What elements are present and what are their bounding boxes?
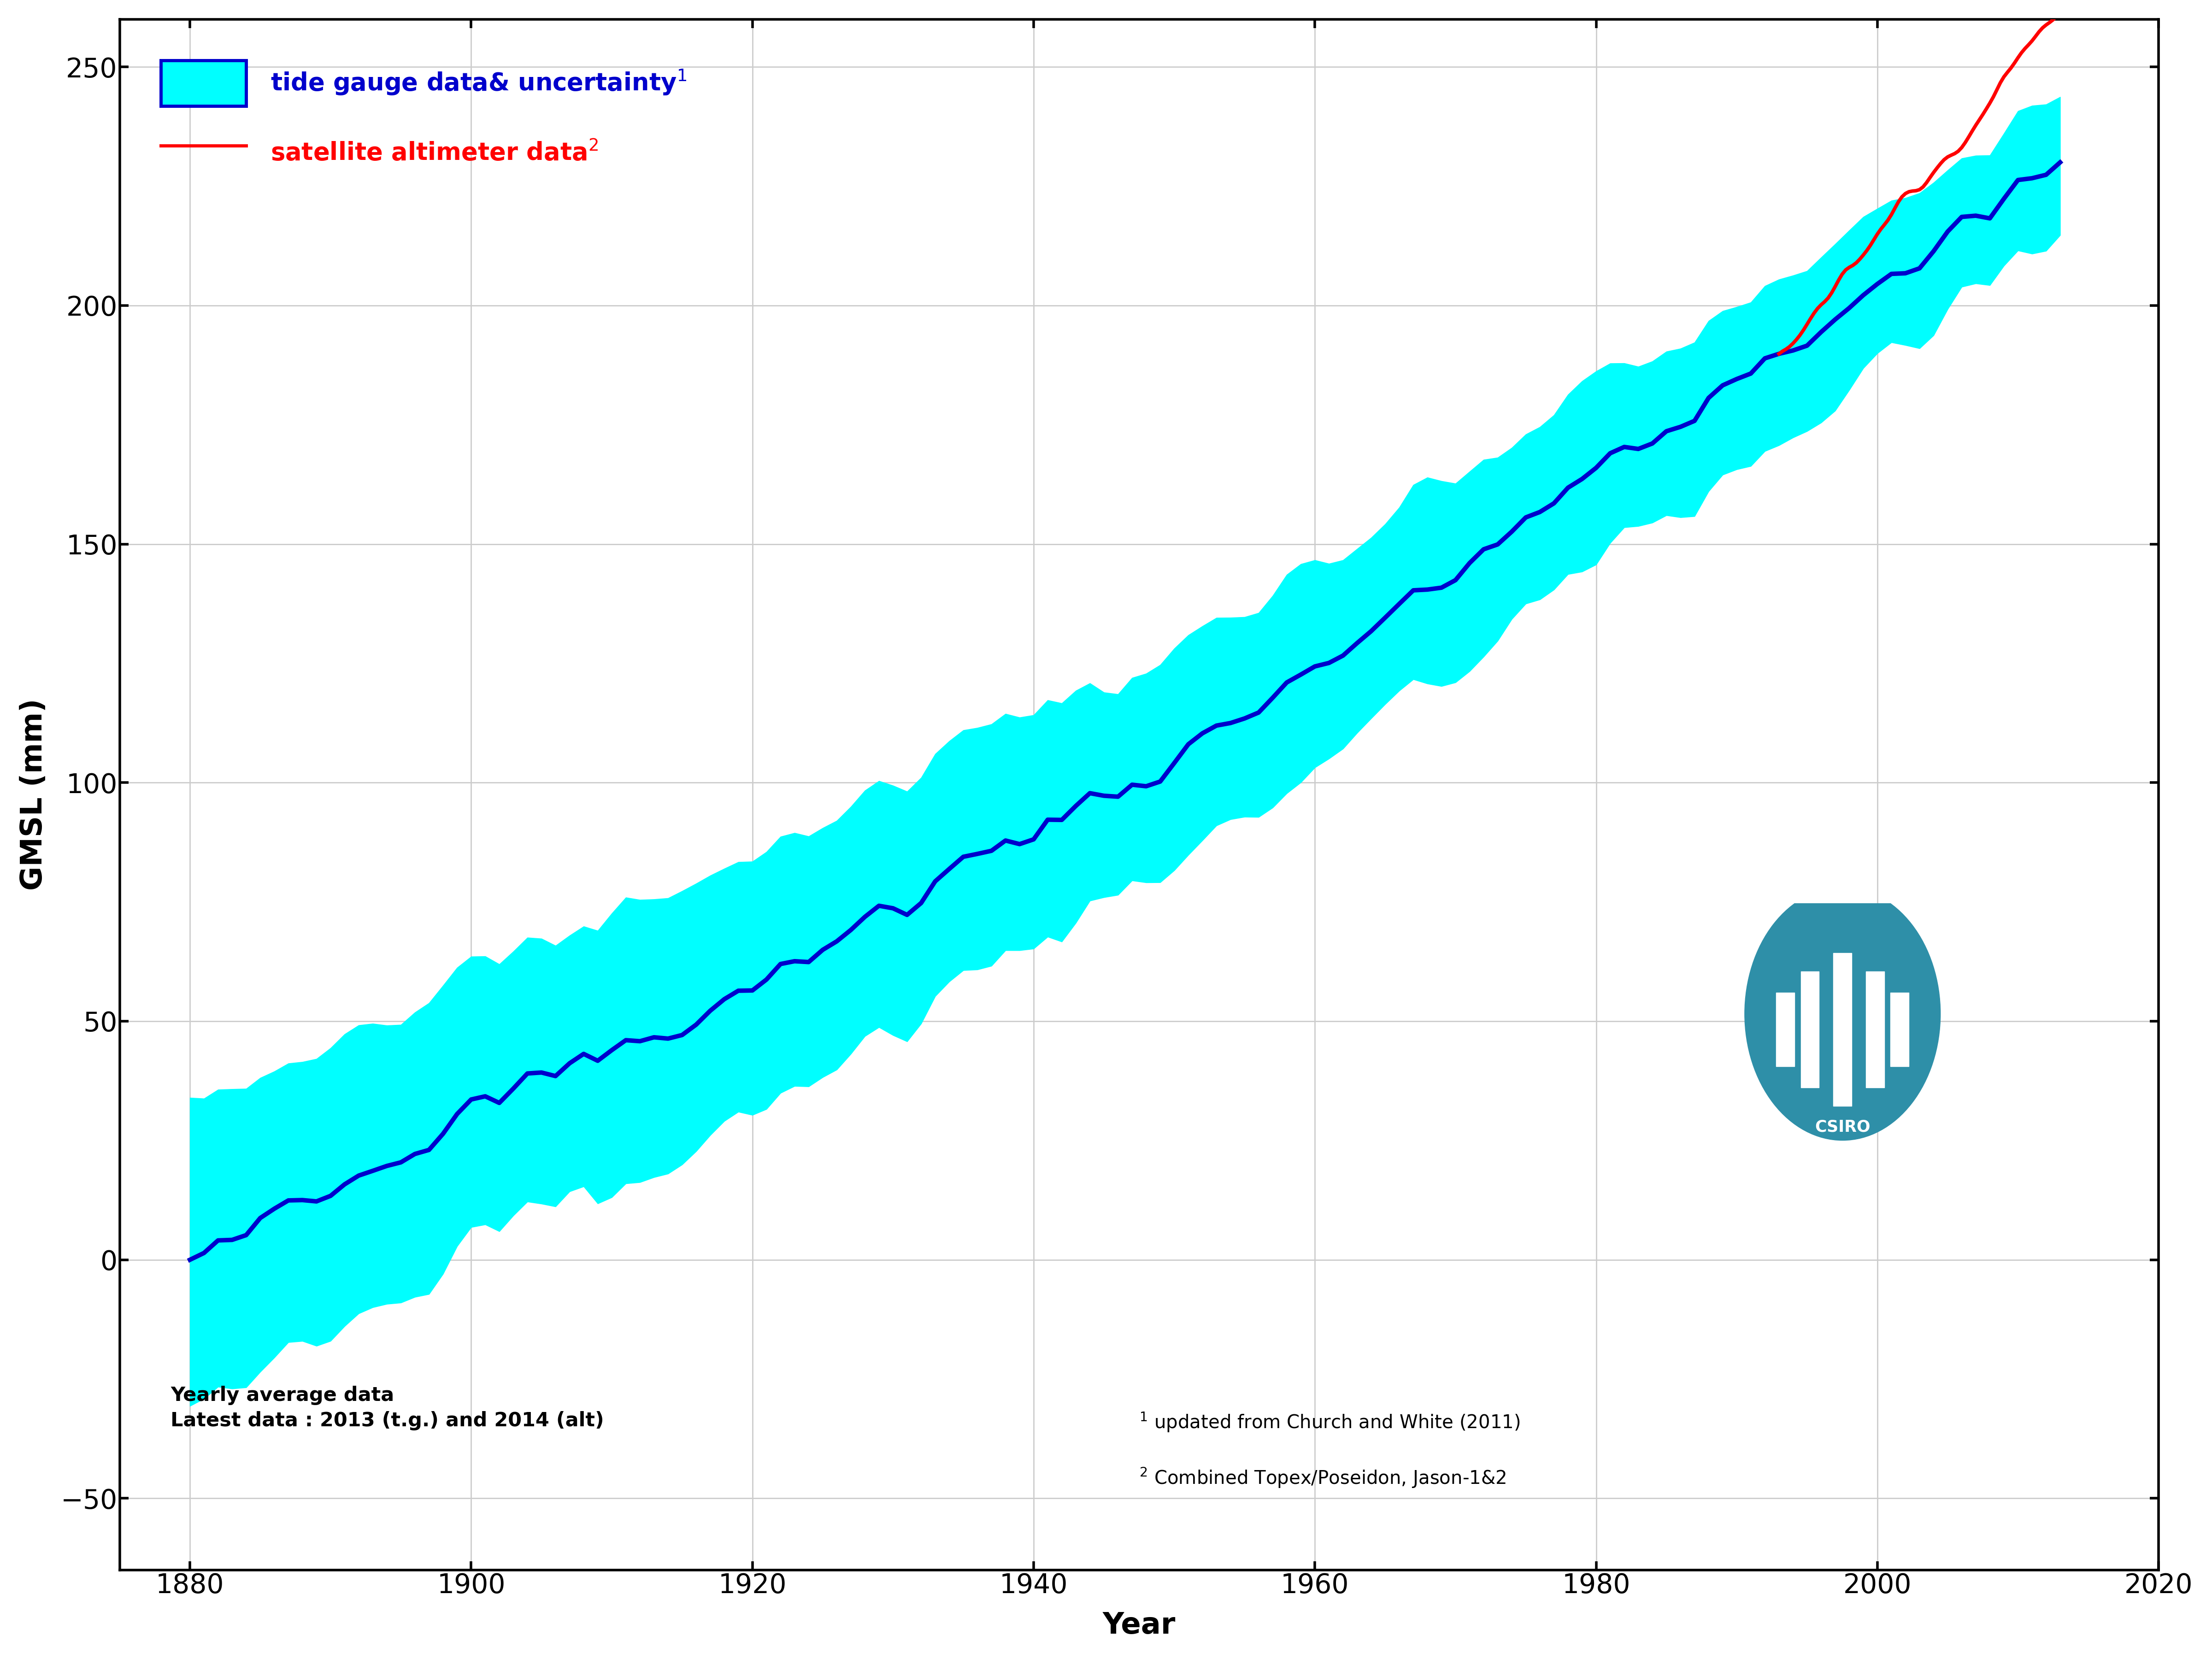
Y-axis label: GMSL (mm): GMSL (mm) [20, 698, 49, 891]
Text: $^2$ Combined Topex/Poseidon, Jason-1&2: $^2$ Combined Topex/Poseidon, Jason-1&2 [1139, 1467, 1506, 1490]
Text: $^1$ updated from Church and White (2011): $^1$ updated from Church and White (2011… [1139, 1410, 1520, 1433]
Legend: tide gauge data& uncertainty$^{1}$, satellite altimeter data$^{2}$: tide gauge data& uncertainty$^{1}$, sate… [133, 32, 717, 206]
X-axis label: Year: Year [1102, 1611, 1175, 1639]
Text: Yearly average data
Latest data : 2013 (t.g.) and 2014 (alt): Yearly average data Latest data : 2013 (… [170, 1385, 604, 1430]
